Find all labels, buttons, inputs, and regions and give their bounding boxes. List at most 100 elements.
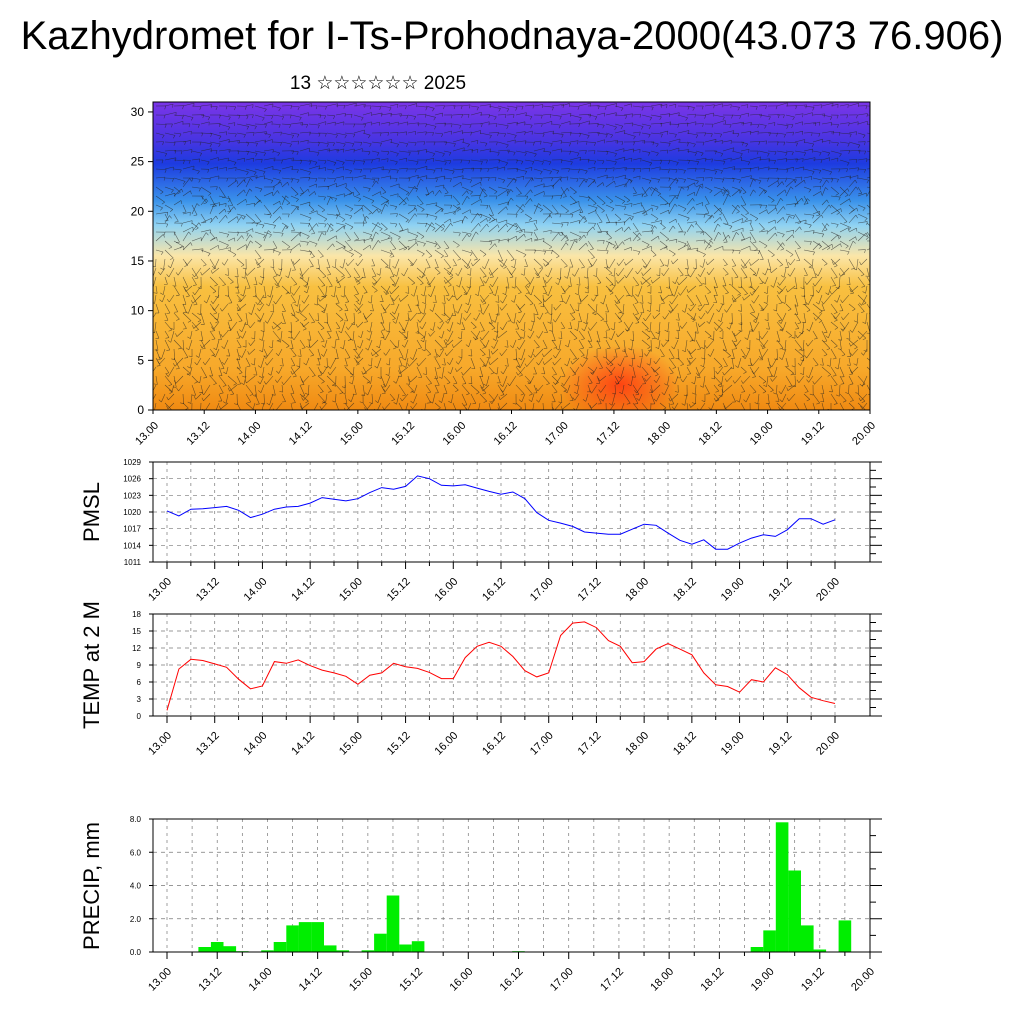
wind-barb-flag [327, 372, 331, 376]
wind-barb-flag [347, 339, 352, 341]
wind-barb-flag [259, 303, 263, 306]
wind-barb [569, 209, 581, 215]
wind-barb-flag [343, 105, 345, 109]
wind-barb [380, 285, 389, 294]
wind-barb-flag [699, 265, 703, 268]
wind-barb [677, 168, 686, 171]
wind-barb [272, 303, 275, 313]
wind-barb-flag [517, 292, 522, 294]
wind-barb [668, 203, 676, 215]
wind-barb-flag [289, 124, 292, 129]
wind-barb [694, 375, 697, 385]
wind-barb [281, 303, 286, 312]
page-title: Kazhydromet for I-Ts-Prohodnaya-2000(43.… [20, 14, 1004, 58]
wind-barb-flag [876, 159, 877, 162]
wind-barb-flag [450, 123, 453, 128]
wind-barb [731, 348, 735, 359]
wind-barb-flag [518, 311, 522, 314]
wind-barb [290, 186, 299, 195]
wind-barb [182, 339, 185, 350]
wind-barb [155, 303, 160, 314]
wind-barb-flag [310, 209, 315, 212]
wind-barb-flag [769, 364, 773, 368]
wind-barb-flag [602, 182, 605, 186]
wind-barb [407, 303, 412, 312]
wind-barb [605, 204, 615, 209]
wind-barb [686, 366, 691, 374]
wind-barb-flag [581, 266, 585, 269]
wind-barb [477, 285, 481, 296]
wind-barb-flag [657, 193, 661, 197]
wind-barb-flag [267, 373, 272, 376]
wind-barb-flag [246, 115, 249, 120]
wind-barb-flag [538, 302, 542, 305]
wind-barb-flag [257, 365, 262, 368]
wind-barb-flag [286, 246, 291, 250]
wind-barb-flag [439, 320, 443, 323]
wind-barb [443, 249, 449, 257]
wind-barb [830, 177, 839, 180]
wind-barb-flag [874, 115, 875, 118]
wind-barb-flag [742, 296, 745, 301]
wind-barb [173, 246, 184, 251]
wind-barb [751, 285, 760, 296]
wind-barb-flag [525, 292, 530, 294]
wind-barb-flag [797, 322, 802, 324]
wind-barb-flag [838, 168, 841, 173]
wind-barb [803, 157, 816, 161]
wind-barb [254, 114, 265, 118]
wind-barb [686, 105, 695, 108]
wind-barb [214, 303, 220, 311]
wind-barb [659, 149, 669, 152]
wind-barb-flag [763, 189, 766, 194]
wind-barb [218, 195, 231, 200]
wind-barb [459, 312, 463, 325]
wind-barb [614, 148, 625, 152]
wind-barb-flag [597, 282, 601, 284]
wind-barb [370, 294, 373, 304]
wind-barb [848, 240, 854, 251]
wind-barb [389, 193, 399, 197]
wind-barb-flag [456, 209, 460, 212]
wind-barb [631, 339, 634, 351]
wind-barb [377, 357, 382, 369]
wind-barb [317, 366, 323, 376]
wind-barb [385, 375, 391, 387]
wind-barb [865, 285, 868, 294]
wind-barb-flag [647, 284, 651, 287]
wind-barb [740, 236, 751, 242]
wind-barb-flag [571, 318, 576, 321]
wind-barb [614, 375, 620, 384]
wind-barb [416, 231, 425, 237]
wind-barb [678, 276, 688, 286]
wind-barb-flag [838, 132, 841, 136]
wind-barb [589, 321, 598, 331]
wind-barb-flag [745, 212, 749, 215]
wind-barb-flag [486, 159, 488, 164]
wind-barb-flag [510, 189, 514, 193]
wind-barb-flag [635, 270, 638, 275]
wind-barb-flag [854, 179, 858, 184]
wind-barb-flag [651, 106, 654, 111]
wind-barb [789, 267, 796, 277]
wind-barb-flag [818, 246, 822, 249]
wind-barb [155, 222, 168, 225]
wind-barb [625, 258, 634, 266]
wind-barb [425, 258, 431, 268]
wind-barb [281, 312, 286, 324]
wind-barb-flag [602, 160, 605, 165]
wind-barb-flag [494, 191, 498, 195]
wind-barb-flag [387, 151, 390, 156]
wind-barb [740, 104, 748, 107]
wind-barb-flag [700, 385, 704, 388]
wind-barb [416, 330, 425, 338]
wind-barb [299, 276, 309, 285]
wind-barb-flag [579, 133, 582, 137]
wind-barb [326, 168, 335, 171]
wind-barb-flag [172, 178, 174, 182]
wind-barb [371, 112, 383, 116]
wind-barb [569, 240, 575, 251]
wind-barb [515, 321, 520, 330]
wind-barb-flag [724, 273, 729, 276]
wind-barb [548, 285, 553, 296]
